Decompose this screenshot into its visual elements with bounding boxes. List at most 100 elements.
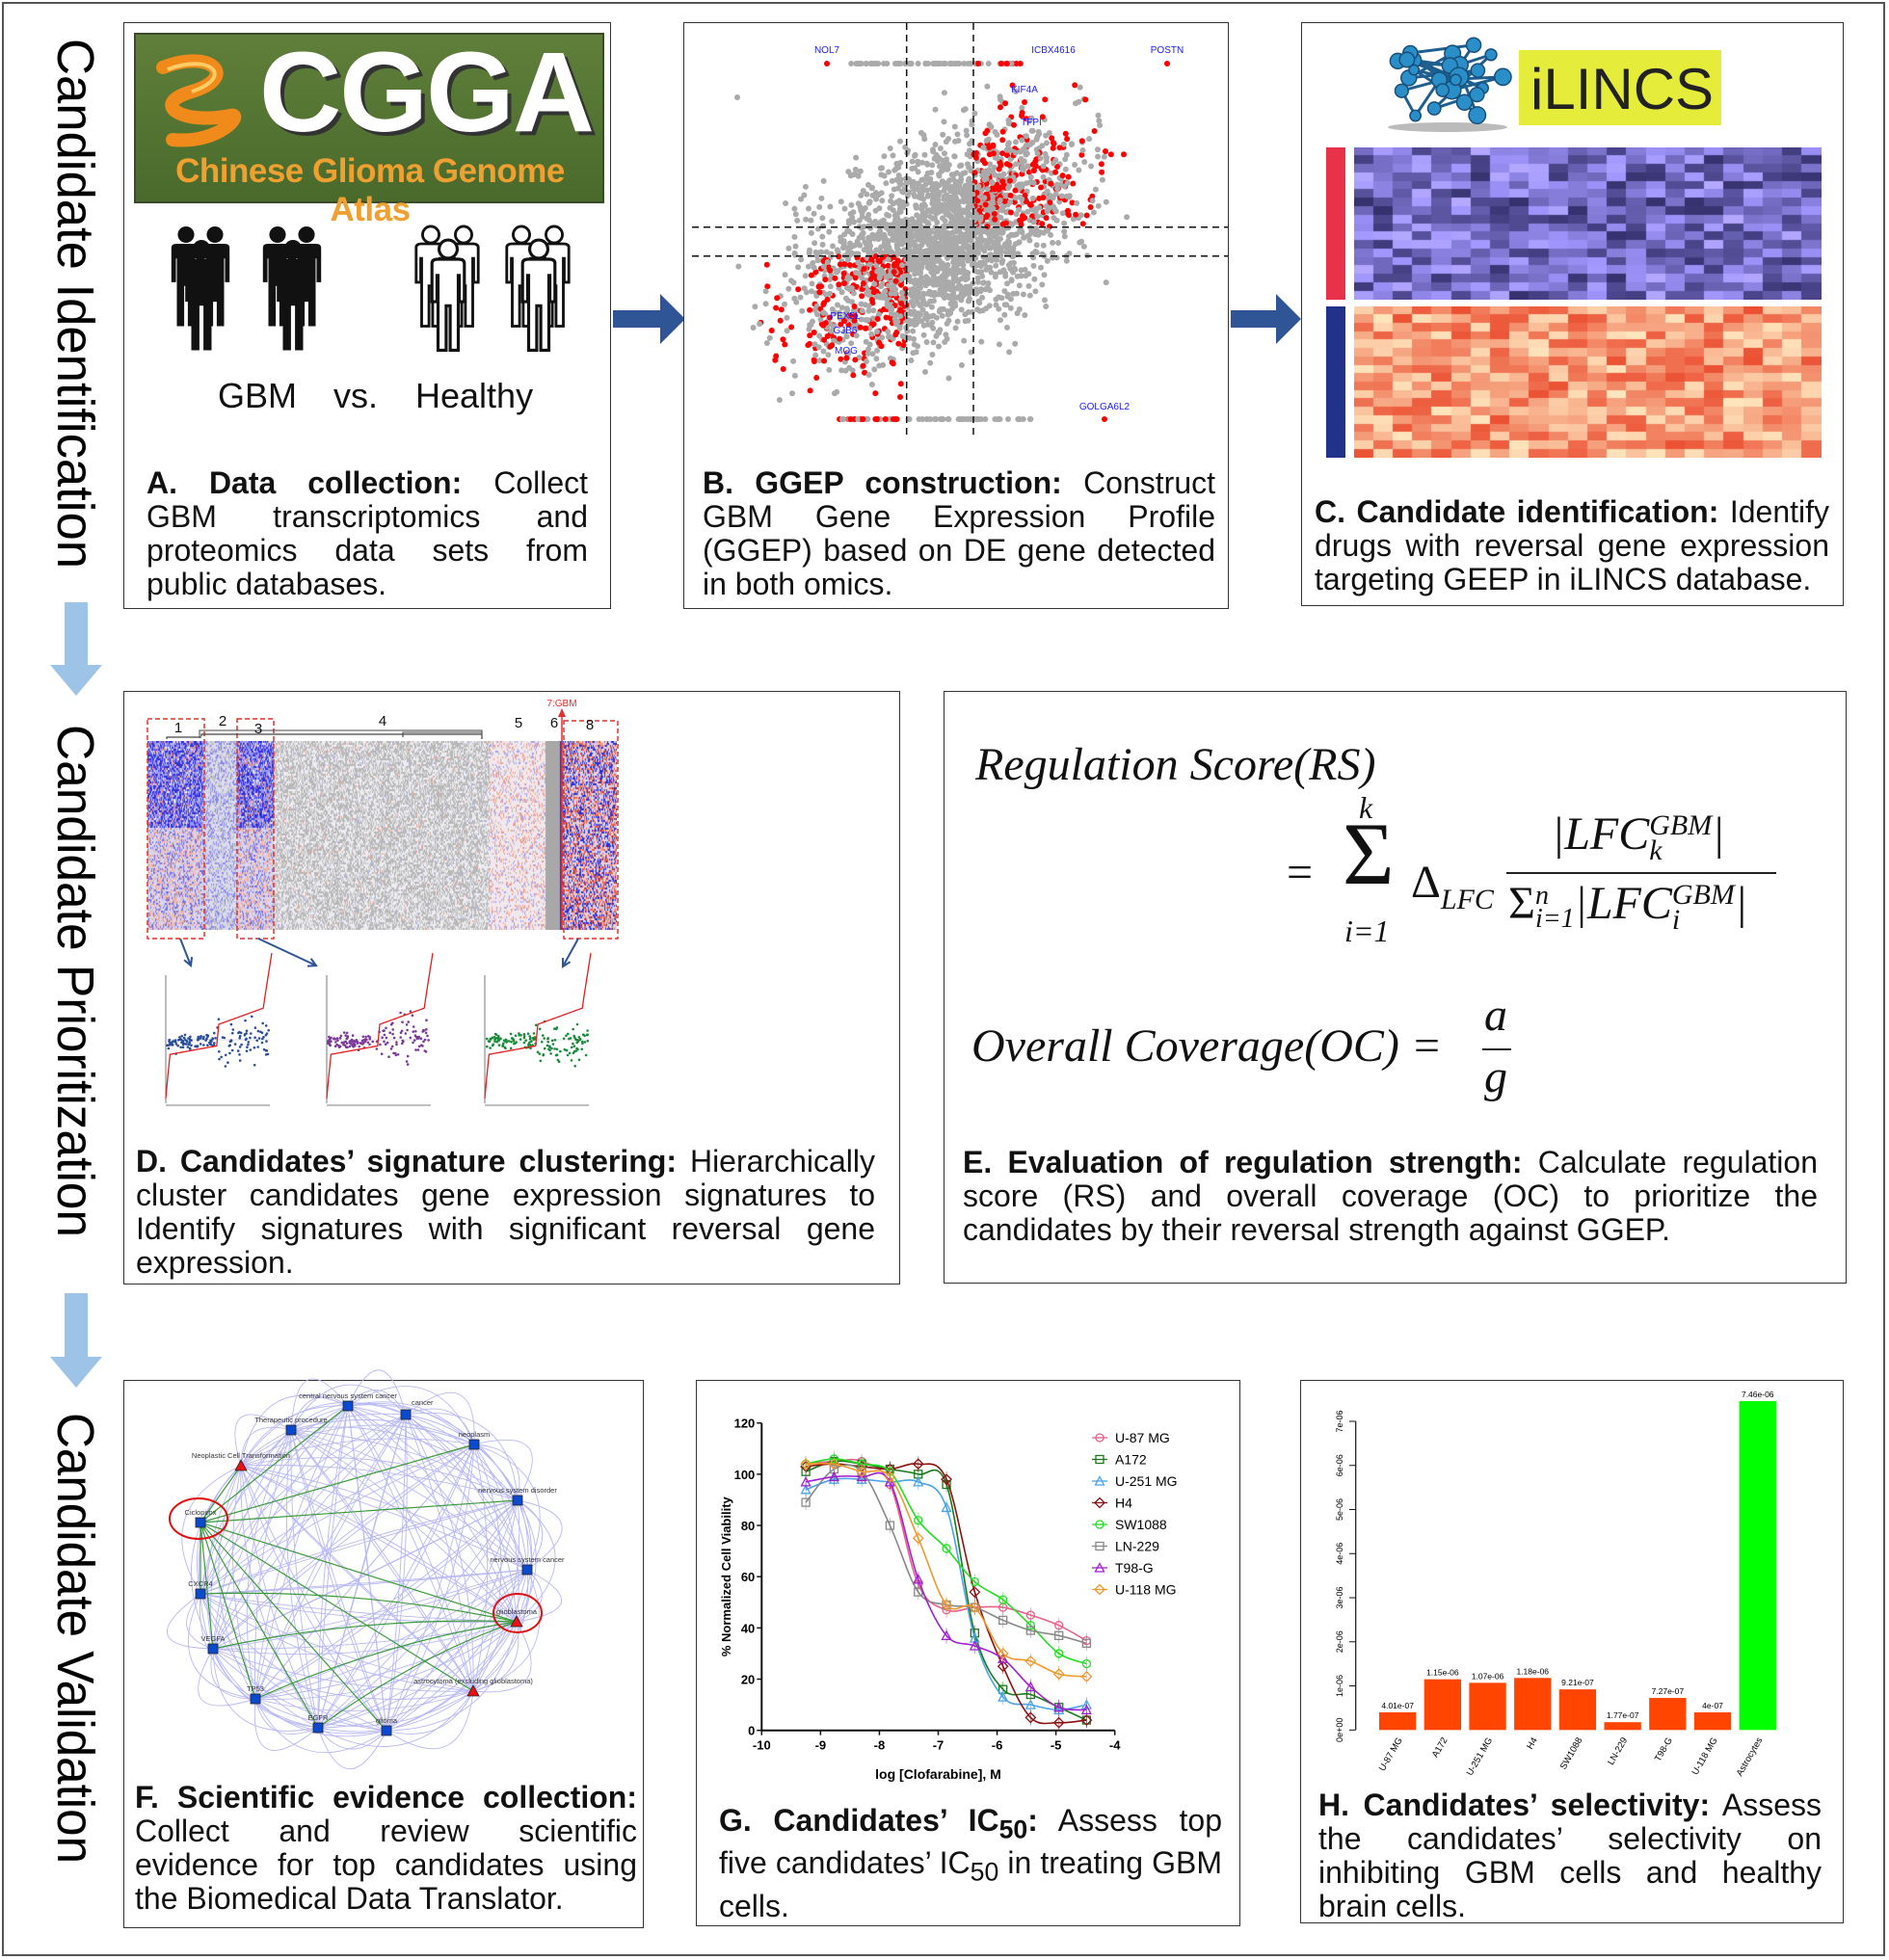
relation-edge xyxy=(167,1593,214,1650)
signature-point xyxy=(187,1043,191,1046)
head xyxy=(177,225,195,244)
gene-point xyxy=(984,206,990,213)
signature-point xyxy=(257,1037,261,1040)
gene-point xyxy=(913,202,919,209)
panel-b-ggep-construction xyxy=(683,22,1229,609)
signature-point xyxy=(190,1044,193,1047)
signature-point xyxy=(502,1042,505,1046)
logo-subtitle: Chinese Glioma Genome Atlas xyxy=(175,152,565,228)
node-label: astrocytoma (excluding glioblastoma) xyxy=(413,1677,533,1685)
caption-b-text: Construct GBM Gene Expression Profile (G… xyxy=(703,465,1216,601)
signature-point xyxy=(539,1059,543,1063)
gene-point xyxy=(936,330,943,336)
gene-point xyxy=(904,240,911,247)
gene-point xyxy=(1051,141,1057,146)
relation-edge xyxy=(198,1429,292,1595)
signature-point xyxy=(190,1039,193,1042)
gene-point xyxy=(946,310,953,317)
gene-point xyxy=(889,359,895,366)
gene-point xyxy=(928,313,935,320)
gene-point xyxy=(861,266,867,272)
gene-point xyxy=(992,216,998,223)
gene-point xyxy=(953,270,960,277)
gene-point xyxy=(957,251,964,257)
signature-point xyxy=(504,1046,507,1050)
gene-point xyxy=(1001,311,1008,318)
gene-point xyxy=(859,230,865,237)
signature-point xyxy=(582,1033,585,1036)
gene-point xyxy=(734,94,740,100)
gene-point xyxy=(1053,217,1060,224)
signature-point xyxy=(179,1046,182,1049)
body xyxy=(520,257,557,353)
section-label-identification: Candidate Identification xyxy=(46,39,104,569)
gene-point xyxy=(808,322,814,329)
gene-point xyxy=(955,256,962,263)
gene-point xyxy=(998,248,1005,254)
gene-point xyxy=(864,358,869,364)
gene-point xyxy=(848,285,855,291)
relation-edge xyxy=(290,1378,349,1431)
gene-point xyxy=(1095,153,1102,160)
gene-point xyxy=(859,293,865,300)
gene-point xyxy=(889,310,894,317)
gene-point xyxy=(911,261,918,268)
disease-node-icon xyxy=(510,1615,523,1628)
signature-point xyxy=(541,1041,544,1044)
gene-point xyxy=(975,298,982,305)
gene-point xyxy=(843,295,849,302)
gene-point xyxy=(1013,211,1020,218)
signature-point xyxy=(562,1037,566,1041)
gene-point xyxy=(1095,112,1102,119)
gene-point xyxy=(811,240,818,247)
gene-point xyxy=(1018,222,1024,228)
arrowhead-icon xyxy=(183,956,194,967)
gene-point xyxy=(873,293,880,300)
head xyxy=(421,225,440,245)
gene-point xyxy=(956,61,963,66)
gene-point xyxy=(1061,228,1068,235)
gene-point xyxy=(1022,312,1028,318)
gene-point xyxy=(1063,257,1070,264)
signature-point xyxy=(577,1036,581,1039)
network-node xyxy=(1408,64,1421,76)
bar xyxy=(1469,1682,1506,1731)
gene-point xyxy=(1048,231,1054,238)
cluster-highlight-box xyxy=(146,718,205,940)
gene-point xyxy=(848,201,855,208)
gene-point xyxy=(986,167,993,173)
gene-point xyxy=(883,249,890,255)
signature-point xyxy=(366,1041,370,1045)
gene-point xyxy=(974,241,981,248)
gene-point xyxy=(964,245,971,251)
gene-point xyxy=(811,358,817,364)
gene-point xyxy=(936,291,943,298)
gene-point xyxy=(816,289,823,296)
gene-point xyxy=(1011,265,1018,272)
dendrogram xyxy=(166,733,483,739)
gene-point xyxy=(1024,142,1029,148)
signature-point xyxy=(218,1057,221,1061)
relation-edge xyxy=(317,1444,475,1729)
triangle-marker xyxy=(856,1470,867,1482)
healthy-person-icon xyxy=(430,238,466,353)
gene-point xyxy=(878,244,885,251)
signature-point xyxy=(244,1019,247,1022)
gene-point xyxy=(897,181,904,188)
gene-point xyxy=(885,329,891,335)
gene-point xyxy=(1080,243,1087,250)
gene-point xyxy=(933,204,940,211)
gene-point xyxy=(919,176,926,183)
signature-point xyxy=(218,1050,221,1053)
gene-point xyxy=(1016,282,1023,289)
gene-point xyxy=(791,205,798,212)
gene-point xyxy=(852,357,859,363)
signature-point xyxy=(334,1041,337,1044)
gene-label: TFPI xyxy=(1021,118,1042,128)
gene-point xyxy=(925,61,932,66)
gene-point xyxy=(964,207,971,214)
gene-point xyxy=(777,317,784,324)
gene-point xyxy=(973,286,980,293)
gene-point xyxy=(782,272,788,278)
